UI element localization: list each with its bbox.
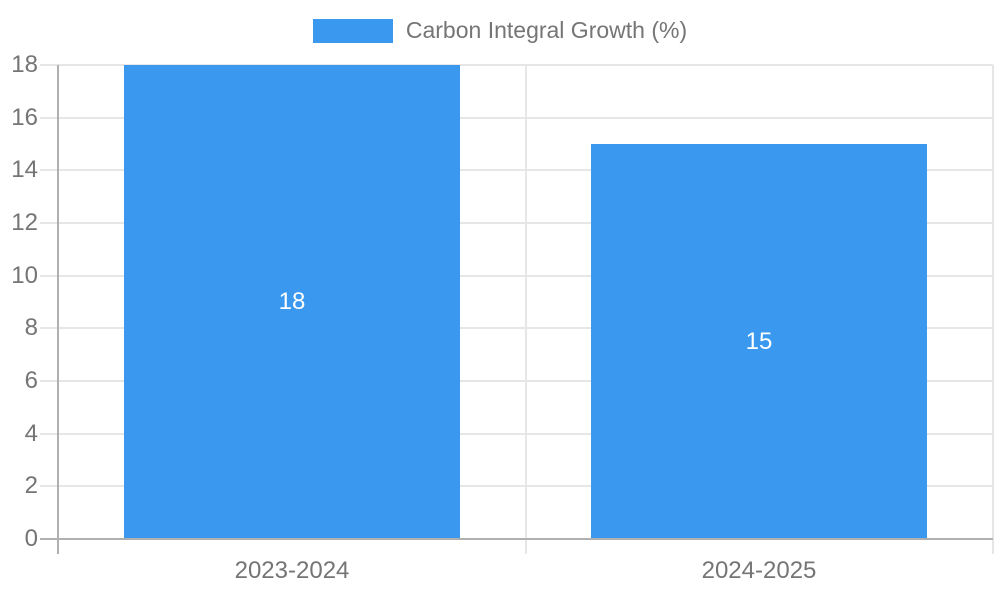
- y-tick-label: 18: [11, 51, 38, 78]
- y-gridline: [40, 169, 993, 171]
- y-gridline: [40, 222, 993, 224]
- legend-label: Carbon Integral Growth (%): [405, 17, 688, 43]
- legend-swatch-icon: [312, 18, 393, 43]
- bar-value-label: 15: [745, 327, 773, 355]
- y-tick-label: 2: [24, 472, 38, 499]
- y-gridline: [40, 275, 993, 277]
- y-gridline: [40, 380, 993, 382]
- y-tick-label: 10: [11, 262, 38, 289]
- x-tick: [992, 539, 994, 554]
- y-tick-label: 0: [24, 525, 38, 552]
- y-tick-label: 6: [24, 367, 38, 394]
- y-tick-label: 4: [24, 420, 38, 447]
- x-category-label: 2023-2024: [234, 557, 350, 584]
- y-gridline: [40, 433, 993, 435]
- x-tick: [525, 539, 527, 554]
- bar-value-label: 18: [278, 288, 306, 315]
- y-tick-label: 16: [11, 104, 38, 131]
- bar-2023-2024[interactable]: 18: [124, 65, 460, 539]
- y-tick-label: 12: [11, 209, 38, 236]
- bar-2024-2025[interactable]: 15: [591, 144, 927, 539]
- y-gridline: [40, 64, 993, 66]
- y-gridline: [40, 485, 993, 487]
- y-gridline: [40, 117, 993, 119]
- x-gridline: [525, 65, 527, 539]
- y-tick-label: 8: [24, 314, 38, 341]
- x-gridline: [992, 65, 994, 539]
- chart-legend[interactable]: Carbon Integral Growth (%): [0, 17, 1000, 44]
- y-axis-line: [57, 65, 59, 554]
- x-category-label: 2024-2025: [701, 557, 817, 584]
- x-axis-line: [40, 538, 993, 540]
- y-gridline: [40, 327, 993, 329]
- y-tick-label: 14: [11, 156, 38, 183]
